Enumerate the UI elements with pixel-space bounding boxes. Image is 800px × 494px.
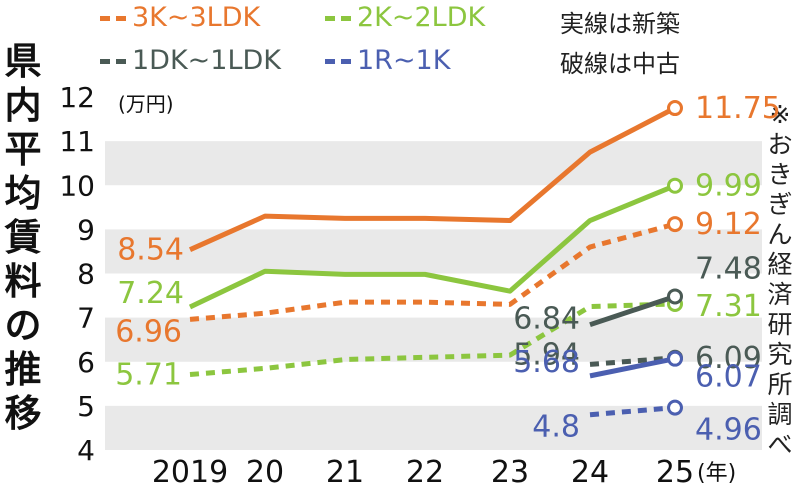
source-note-char: 究 [767,340,793,369]
series-3k-3ldk-solid-end-marker [667,100,683,117]
series-2k-2ldk-solid-line [188,183,676,310]
x-tick-label: 25 [656,455,694,490]
source-note-char: 研 [767,310,793,339]
x-tick-label: 21 [326,455,364,490]
note-solid: 実線は新築 [560,10,680,38]
series-1r-1k-dashed-line [589,405,676,418]
source-note-char: 調 [767,400,793,429]
series-1dk-1ldk-solid-end-marker [667,288,683,305]
chart-title-char: 推 [4,348,42,391]
y-tick-label: 6 [77,346,95,379]
series-3k-3ldk-solid-line [188,105,677,252]
y-tick-label: 11 [59,125,95,158]
source-note-char: ぎ [767,190,793,219]
grid-band [105,317,762,362]
series-1r-1k-dashed-end-marker [667,399,683,416]
series-1dk-1ldk-solid-last-label: 7.48 [695,251,762,286]
series-1r-1k-solid-end-marker [667,350,683,367]
series-1dk-1ldk-solid-line [589,294,676,328]
series-2k-2ldk-solid-end-marker [667,177,683,194]
series-3k-3ldk-dashed-line [189,221,676,322]
x-tick-label: 23 [491,455,529,490]
legend-1dk-1ldk: 1DK~1LDK [100,45,281,76]
legend-3k-3ldk: 3K~3LDK [100,2,260,33]
series-1dk-1ldk-dashed-first-label: 5.94 [513,337,580,372]
y-tick-label: 7 [77,302,95,335]
series-1r-1k-solid-line [589,356,676,379]
source-note-char: お [767,130,793,159]
series-1r-1k-dashed-last-label: 4.96 [695,413,762,448]
source-note-char: 所 [767,370,793,399]
legend-3k-3ldk-swatch [100,16,126,21]
series-3k-3ldk-dashed-first-label: 6.96 [115,314,182,349]
y-tick-label: 9 [77,213,95,246]
series-3k-3ldk-dashed-end-marker [667,216,683,233]
legend-1r-1k: 1R~1K [325,45,450,76]
chart-title-char: 移 [4,392,42,435]
series-1r-1k-dashed-first-label: 4.8 [532,410,580,445]
source-note-char: き [767,160,793,189]
source-note-char: べ [767,430,793,459]
y-tick-label: 12 [59,81,95,114]
series-3k-3ldk-dashed-last-label: 9.12 [695,207,762,242]
series-2k-2ldk-dashed-first-label: 5.71 [115,358,182,393]
x-tick-label: 20 [246,455,284,490]
grid-band [105,141,762,186]
note-dashed: 破線は中古 [560,50,680,78]
x-tick-label: 22 [406,455,444,490]
y-tick-label: 10 [59,169,95,202]
series-3k-3ldk-solid-first-label: 8.54 [117,233,184,268]
legend-2k-2ldk: 2K~2LDK [325,2,485,33]
legend-1dk-1ldk-swatch [100,59,126,64]
chart-title-char: 内 [4,84,42,127]
legend-2k-2ldk-swatch [325,16,351,21]
series-1dk-1ldk-dashed-last-label: 6.09 [695,341,762,376]
y-tick-label: 5 [77,390,95,423]
chart-title-char: 賃 [4,216,42,259]
legend-3k-3ldk-label: 3K~3LDK [132,2,261,33]
x-tick-label: 24 [571,455,609,490]
source-note-char: ※ [769,100,791,129]
legend-1r-1k-swatch [325,59,351,64]
series-3k-3ldk-solid-last-label: 11.75 [695,91,781,126]
y-axis-unit: (万円) [118,92,174,116]
grid-band [105,405,762,450]
chart-title-char: 平 [4,128,42,171]
chart-title-char: 均 [4,172,42,215]
x-tick-label: 2019 [152,455,228,490]
y-tick-label: 4 [77,434,95,467]
series-1r-1k-solid-first-label: 5.68 [513,345,580,380]
legend-1dk-1ldk-label: 1DK~1LDK [132,45,282,76]
grid-band [105,229,762,274]
source-note-char: 済 [767,280,793,309]
x-axis-unit: (年) [697,461,736,486]
chart-title-char: 料 [4,260,42,303]
chart-title: 県内平均賃料の推移 [2,40,44,436]
series-1r-1k-solid-last-label: 6.07 [695,360,762,395]
source-note-char: 経 [767,250,793,279]
chart-title-char: の [4,304,42,347]
legend-2k-2ldk-label: 2K~2LDK [357,2,486,33]
chart-title-char: 県 [4,40,42,83]
series-2k-2ldk-dashed-last-label: 7.31 [695,289,762,324]
series-2k-2ldk-solid-last-label: 9.99 [695,169,762,204]
series-2k-2ldk-solid-first-label: 7.24 [117,276,184,311]
series-1dk-1ldk-solid-first-label: 6.84 [513,302,580,337]
source-note-char: ん [767,220,793,249]
y-tick-label: 8 [77,258,95,291]
source-note: ※ おきぎん経済研究所調べ [765,100,795,460]
legend-1r-1k-label: 1R~1K [357,45,451,76]
series-1dk-1ldk-dashed-line [589,355,676,367]
